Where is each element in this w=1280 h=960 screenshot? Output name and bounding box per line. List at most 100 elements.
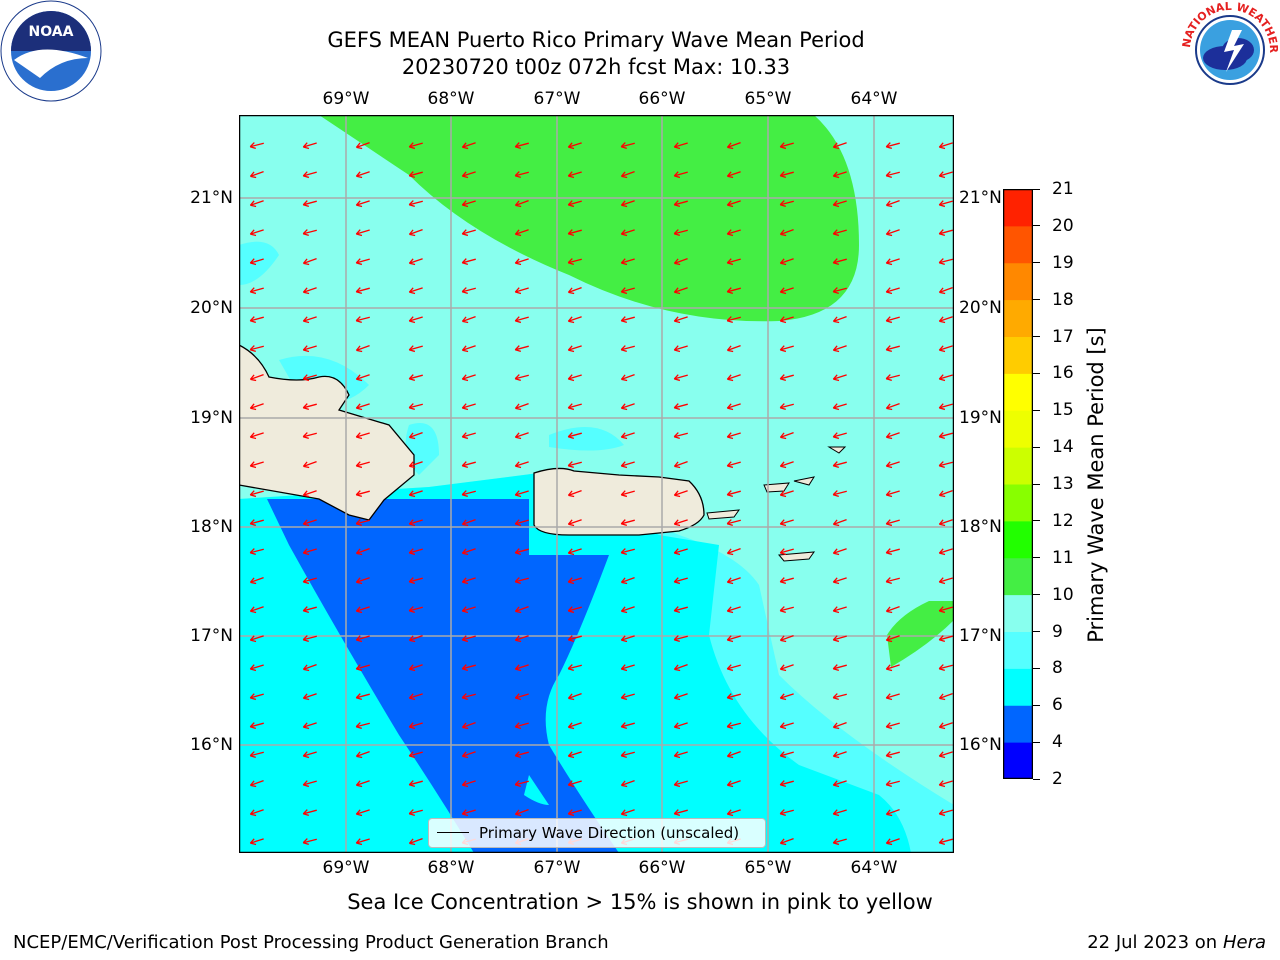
wave-arrow bbox=[249, 635, 264, 643]
wave-arrow bbox=[355, 838, 370, 846]
wave-arrow bbox=[514, 199, 529, 208]
wave-arrow bbox=[726, 693, 741, 701]
graticule-grid bbox=[239, 115, 954, 853]
wave-arrow bbox=[302, 257, 317, 266]
wave-arrow bbox=[514, 780, 529, 788]
wave-arrow bbox=[355, 171, 370, 179]
wave-arrow bbox=[832, 577, 847, 585]
wave-arrow bbox=[885, 635, 900, 643]
wave-arrow bbox=[461, 490, 476, 498]
period-10-11-zone-north bbox=[319, 115, 859, 322]
wave-arrow bbox=[567, 489, 582, 498]
wave-arrow bbox=[408, 577, 423, 585]
colorbar-tick-mark bbox=[1033, 741, 1040, 743]
wave-arrow bbox=[567, 548, 582, 556]
wave-arrow bbox=[726, 461, 741, 469]
wave-arrow bbox=[408, 837, 423, 846]
wave-arrow bbox=[302, 809, 317, 817]
wave-arrow bbox=[779, 780, 794, 788]
wave-arrow bbox=[673, 200, 688, 208]
wave-arrow bbox=[249, 229, 264, 237]
wave-arrow bbox=[673, 809, 688, 817]
colorbar-tick-mark bbox=[1033, 299, 1040, 301]
wave-arrow bbox=[408, 200, 423, 208]
colorbar-tick-mark bbox=[1033, 704, 1040, 706]
wave-arrow bbox=[673, 229, 688, 237]
wave-arrow bbox=[620, 693, 635, 701]
wave-arrow bbox=[514, 605, 529, 614]
wave-arrow bbox=[514, 548, 529, 556]
colorbar-tick-label: 20 bbox=[1052, 215, 1074, 236]
wave-arrow bbox=[461, 374, 476, 382]
map-frame bbox=[239, 115, 954, 853]
wave-arrow bbox=[938, 171, 953, 179]
colorbar-tick-mark bbox=[1033, 262, 1040, 264]
wave-arrow bbox=[673, 635, 688, 643]
wave-arrow bbox=[461, 315, 476, 324]
wave-arrow bbox=[673, 374, 688, 382]
latitude-label-right: 20°N bbox=[959, 298, 1002, 318]
wave-arrow bbox=[832, 142, 847, 150]
wave-arrow bbox=[779, 345, 794, 353]
wave-arrow bbox=[514, 577, 529, 585]
wave-arrow bbox=[620, 229, 635, 237]
wave-arrow bbox=[938, 489, 953, 498]
wave-arrow bbox=[779, 606, 794, 614]
wave-arrow bbox=[779, 519, 794, 527]
wave-arrow bbox=[885, 461, 900, 469]
wave-arrow bbox=[885, 287, 900, 295]
wave-arrow bbox=[302, 171, 317, 179]
wave-arrow bbox=[249, 519, 264, 527]
wave-arrow bbox=[673, 142, 688, 150]
wave-arrow bbox=[302, 722, 317, 730]
latitude-label-left: 18°N bbox=[190, 517, 233, 537]
wave-arrow bbox=[885, 374, 900, 382]
wave-arrow bbox=[567, 403, 582, 411]
wave-arrow bbox=[302, 490, 317, 498]
wave-arrow bbox=[302, 229, 317, 237]
wave-arrow bbox=[302, 577, 317, 585]
wave-arrow bbox=[673, 287, 688, 295]
wave-arrow bbox=[726, 403, 741, 411]
wave-arrow bbox=[408, 287, 423, 295]
wave-arrow bbox=[885, 199, 900, 208]
wave-arrow bbox=[938, 664, 953, 672]
colorbar-tick-mark bbox=[1033, 225, 1040, 227]
wave-arrow bbox=[885, 345, 900, 353]
legend-label: Primary Wave Direction (unscaled) bbox=[479, 824, 740, 842]
wave-arrow bbox=[514, 693, 529, 701]
colorbar-tick-label: 11 bbox=[1052, 547, 1074, 568]
wave-arrow bbox=[832, 345, 847, 353]
wave-arrow bbox=[779, 837, 794, 846]
wave-arrow bbox=[514, 316, 529, 324]
wave-arrow bbox=[620, 576, 635, 585]
wave-arrow bbox=[832, 721, 847, 730]
wave-arrow bbox=[567, 200, 582, 208]
longitude-label-bottom: 65°W bbox=[744, 858, 792, 878]
wave-arrow bbox=[885, 808, 900, 817]
footer-date-text: 22 Jul 2023 on bbox=[1087, 932, 1223, 953]
wave-arrow bbox=[832, 606, 847, 614]
colorbar-segment bbox=[1003, 447, 1033, 485]
legend-line-icon bbox=[437, 832, 469, 833]
wave-arrow bbox=[726, 287, 741, 295]
colorbar-tick-label: 2 bbox=[1052, 769, 1063, 789]
wave-arrow bbox=[726, 344, 741, 353]
wave-arrow bbox=[302, 635, 317, 643]
wave-arrow bbox=[779, 403, 794, 411]
wave-arrow bbox=[567, 258, 582, 266]
wave-arrow bbox=[461, 635, 476, 643]
latitude-label-right: 19°N bbox=[959, 408, 1002, 428]
wave-arrow bbox=[885, 664, 900, 672]
wave-arrow bbox=[779, 431, 794, 440]
wave-arrow bbox=[355, 287, 370, 295]
wave-arrow bbox=[779, 316, 794, 324]
wave-arrow bbox=[832, 200, 847, 208]
wave-arrow bbox=[408, 490, 423, 498]
longitude-label-bottom: 68°W bbox=[427, 858, 475, 878]
wave-direction-arrows bbox=[249, 141, 953, 846]
colorbar bbox=[1003, 189, 1033, 779]
hispaniola-land bbox=[239, 344, 415, 521]
wave-arrow bbox=[832, 461, 847, 469]
wave-arrow bbox=[567, 664, 582, 672]
